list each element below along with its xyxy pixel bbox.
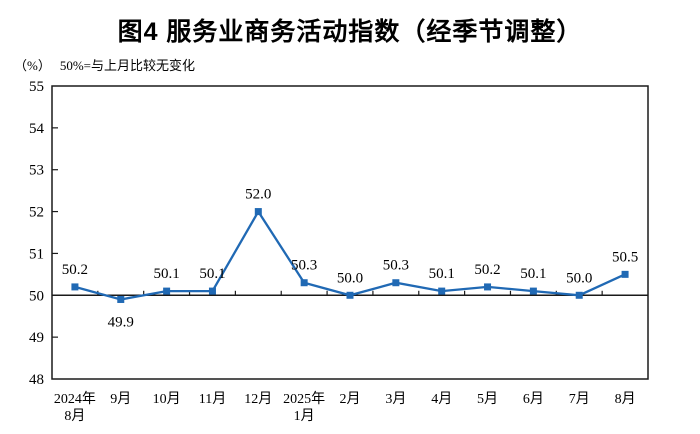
x-axis-label: 5月 [477, 391, 498, 407]
data-label: 49.9 [108, 314, 134, 330]
data-point [392, 279, 400, 287]
data-point [254, 208, 262, 216]
data-label: 52.0 [245, 187, 271, 203]
y-axis-label: 49 [29, 330, 44, 346]
data-point [529, 287, 537, 295]
data-label: 50.3 [291, 258, 317, 274]
data-point [300, 279, 308, 287]
plot-frame [51, 85, 649, 380]
x-axis-label: 4月 [431, 391, 452, 407]
data-label: 50.2 [474, 262, 500, 278]
data-point [117, 295, 125, 303]
data-point [208, 287, 216, 295]
data-label: 50.1 [520, 266, 546, 282]
data-label: 50.1 [429, 266, 455, 282]
chart-title: 图4 服务业商务活动指数（经季节调整） [117, 18, 583, 46]
x-axis-label: 2024年 [54, 391, 96, 407]
data-label: 50.3 [383, 258, 409, 274]
y-axis-label: 50 [29, 288, 44, 304]
baseline-note: 50%=与上月比较无变化 [59, 58, 196, 73]
data-label: 50.1 [199, 266, 225, 282]
x-axis-sublabel: 8月 [64, 408, 85, 424]
y-axis-label: 53 [29, 163, 44, 179]
x-axis-label: 6月 [523, 391, 544, 407]
data-label: 50.0 [337, 270, 363, 286]
x-axis-label: 11月 [199, 391, 226, 407]
y-axis-label: 51 [29, 246, 44, 262]
y-axis-label: 52 [29, 205, 44, 221]
x-axis-label: 2025年 [283, 391, 325, 407]
y-axis-label: 54 [29, 121, 45, 137]
data-point [163, 287, 171, 295]
data-label: 50.0 [566, 270, 592, 286]
x-axis-label: 3月 [385, 391, 406, 407]
data-point [575, 291, 583, 299]
data-label: 50.5 [612, 249, 638, 265]
axis-unit-note: （%） 50%=与上月比较无变化 [14, 55, 195, 74]
x-axis-sublabel: 1月 [294, 408, 315, 424]
x-axis-label: 12月 [244, 391, 272, 407]
y-axis-label: 48 [29, 372, 44, 388]
x-axis-label: 7月 [569, 391, 590, 407]
data-label: 50.2 [62, 262, 88, 278]
data-point [71, 283, 79, 291]
y-axis-unit-label: （%） [14, 58, 51, 73]
x-axis-label: 8月 [615, 391, 636, 407]
x-axis-label: 10月 [153, 391, 181, 407]
data-point [346, 291, 354, 299]
data-point [438, 287, 446, 295]
x-axis-label: 2月 [340, 391, 361, 407]
data-point [621, 270, 629, 278]
x-axis-label: 9月 [110, 391, 131, 407]
data-point [484, 283, 492, 291]
data-label: 50.1 [153, 266, 179, 282]
y-axis-label: 55 [29, 79, 44, 95]
